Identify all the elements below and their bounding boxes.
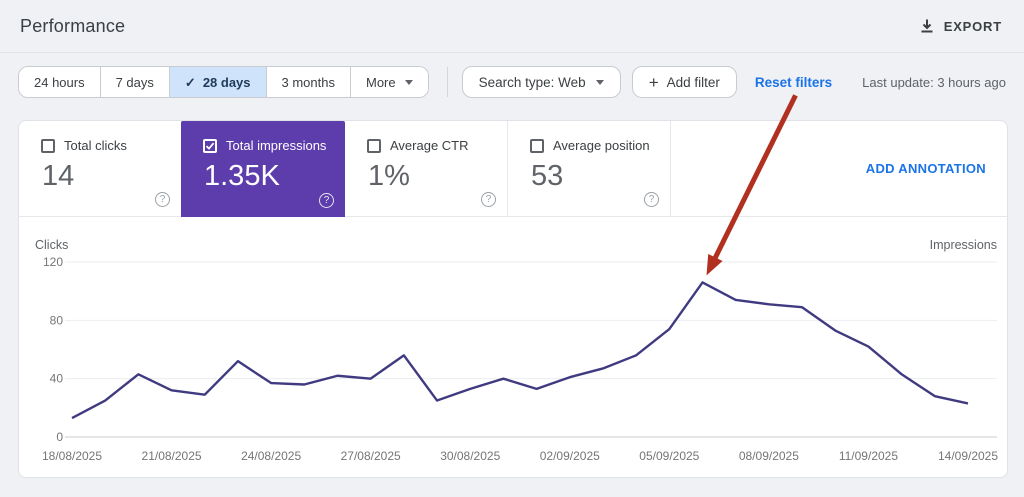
metric-tiles: Total clicks 14 ? Total impressions 1.35… [19, 121, 1007, 217]
range-24-hours[interactable]: 24 hours [19, 67, 100, 97]
date-range-selector: 24 hours 7 days ✓ 28 days 3 months More [18, 66, 429, 98]
tile-label: Average CTR [390, 138, 469, 153]
export-button[interactable]: EXPORT [919, 18, 1002, 34]
tile-label: Total clicks [64, 138, 127, 153]
tile-total-clicks[interactable]: Total clicks 14 ? [19, 121, 182, 217]
y-tick-label: 120 [43, 255, 63, 269]
chevron-down-icon [404, 79, 413, 85]
checkbox-unchecked-icon[interactable] [41, 138, 55, 153]
filter-row: 24 hours 7 days ✓ 28 days 3 months More … [18, 66, 1006, 98]
x-tick-label: 02/09/2025 [540, 449, 600, 463]
x-tick-label: 21/08/2025 [142, 449, 202, 463]
x-tick-label: 18/08/2025 [42, 449, 102, 463]
tile-label: Total impressions [226, 138, 327, 153]
help-icon[interactable]: ? [319, 193, 334, 208]
right-axis-title: Impressions [930, 238, 997, 252]
range-7-days[interactable]: 7 days [99, 67, 169, 97]
tile-value: 1% [368, 160, 410, 192]
last-update-text: Last update: 3 hours ago [862, 74, 1006, 90]
plus-icon: + [648, 72, 659, 92]
topbar: Performance EXPORT [0, 0, 1024, 53]
range-more-dropdown[interactable]: More [350, 67, 428, 97]
x-tick-label: 30/08/2025 [440, 449, 500, 463]
x-tick-label: 14/09/2025 [938, 449, 998, 463]
check-icon: ✓ [184, 74, 196, 90]
left-axis-title: Clicks [35, 238, 68, 252]
x-tick-label: 24/08/2025 [241, 449, 301, 463]
impressions-line [71, 281, 969, 420]
x-tick-label: 08/09/2025 [739, 449, 799, 463]
y-tick-label: 40 [50, 372, 64, 386]
tile-value: 1.35K [204, 160, 280, 192]
range-28-days[interactable]: ✓ 28 days [168, 67, 266, 97]
performance-chart[interactable]: 0 40 80 120 Clicks Impressions 18/08/2025 21/08… [19, 217, 1007, 477]
tile-label: Average position [553, 138, 650, 153]
tile-value: 53 [531, 160, 564, 192]
add-filter-button[interactable]: + Add filter [631, 66, 737, 98]
tile-value: 14 [42, 160, 75, 192]
download-icon [919, 18, 935, 34]
tiles-spacer: ADD ANNOTATION [671, 121, 1007, 217]
tile-average-ctr[interactable]: Average CTR 1% ? [345, 121, 508, 217]
tile-total-impressions[interactable]: Total impressions 1.35K ? [181, 121, 345, 217]
x-tick-label: 05/09/2025 [639, 449, 699, 463]
export-label: EXPORT [943, 18, 1002, 34]
performance-card: Total clicks 14 ? Total impressions 1.35… [18, 120, 1008, 478]
search-type-dropdown[interactable]: Search type: Web [461, 66, 621, 98]
x-tick-label: 27/08/2025 [341, 449, 401, 463]
checkbox-unchecked-icon[interactable] [367, 138, 381, 153]
y-tick-label: 80 [50, 313, 64, 327]
help-icon[interactable]: ? [481, 192, 496, 207]
y-tick-label: 0 [56, 430, 63, 444]
help-icon[interactable]: ? [644, 192, 659, 207]
help-icon[interactable]: ? [155, 192, 170, 207]
chevron-down-icon [595, 79, 604, 85]
add-annotation-link[interactable]: ADD ANNOTATION [865, 161, 986, 176]
checkbox-unchecked-icon[interactable] [530, 138, 544, 153]
range-3-months[interactable]: 3 months [265, 67, 350, 97]
reset-filters-link[interactable]: Reset filters [754, 74, 833, 90]
tile-average-position[interactable]: Average position 53 ? [508, 121, 671, 217]
checkbox-checked-icon[interactable] [203, 138, 217, 153]
x-tick-label: 11/09/2025 [839, 449, 898, 463]
page-title: Performance [20, 15, 126, 36]
line-chart-canvas: 0 40 80 120 Clicks Impressions 18/08/2025 21/08… [35, 238, 998, 463]
divider [446, 67, 448, 97]
